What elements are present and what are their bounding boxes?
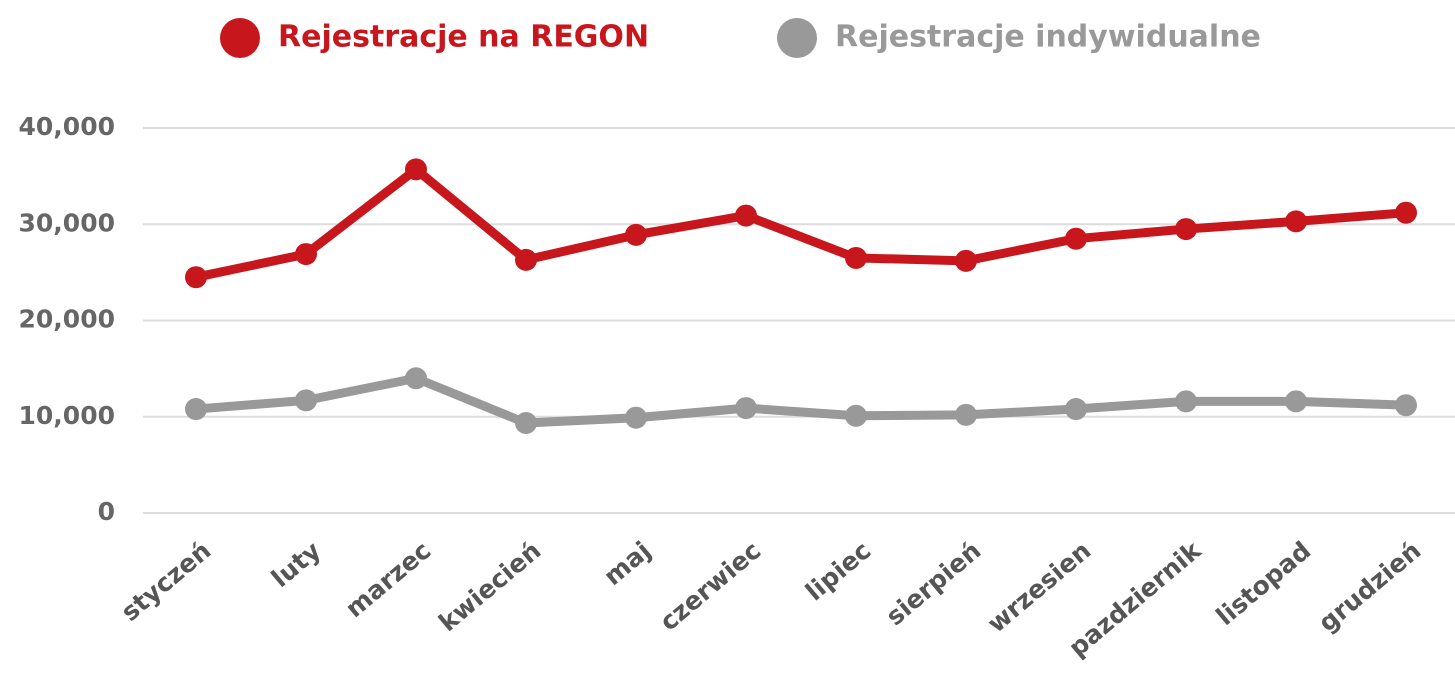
legend-label: Rejestracje na REGON (278, 20, 649, 55)
point (405, 158, 427, 181)
point (735, 204, 757, 227)
x-tick-label: lipiec (800, 536, 876, 607)
x-tick-label: wrzesien (982, 536, 1097, 639)
point (515, 412, 537, 435)
x-tick-label: kwiecień (433, 536, 546, 638)
point (1395, 201, 1417, 224)
x-tick-label: czerwiec (654, 536, 766, 637)
point (1395, 394, 1417, 417)
point (1285, 210, 1307, 233)
y-tick-label: 20,000 (19, 305, 115, 334)
y-tick-label: 0 (98, 497, 115, 526)
point (845, 246, 867, 269)
point (1065, 227, 1087, 250)
point (625, 406, 647, 429)
point (1065, 398, 1087, 421)
y-tick-label: 30,000 (19, 208, 115, 237)
line (195, 164, 1407, 282)
point (515, 248, 537, 271)
point (295, 243, 317, 266)
x-tick-label: listopad (1211, 536, 1317, 631)
x-tick-label: sierpień (880, 536, 986, 631)
x-tick-label: luty (266, 536, 326, 593)
point (185, 398, 207, 421)
x-tick-label: marzec (340, 536, 436, 624)
point (955, 249, 977, 272)
legend-marker (777, 18, 817, 58)
x-tick-label: maj (598, 536, 656, 591)
y-tick-label: 40,000 (19, 112, 115, 141)
point (185, 266, 207, 289)
point (625, 223, 647, 246)
point (295, 389, 317, 412)
point (1175, 218, 1197, 241)
point (845, 404, 867, 427)
point (1175, 390, 1197, 413)
x-tick-label: styczeń (116, 536, 217, 627)
legend-label: Rejestracje indywidualne (835, 20, 1261, 55)
y-tick-label: 10,000 (19, 401, 115, 430)
point (405, 367, 427, 390)
point (1285, 390, 1307, 413)
point (955, 403, 977, 426)
point (735, 397, 757, 420)
line (195, 373, 1407, 428)
x-tick-label: grudzień (1313, 536, 1426, 638)
legend-marker (220, 18, 260, 58)
